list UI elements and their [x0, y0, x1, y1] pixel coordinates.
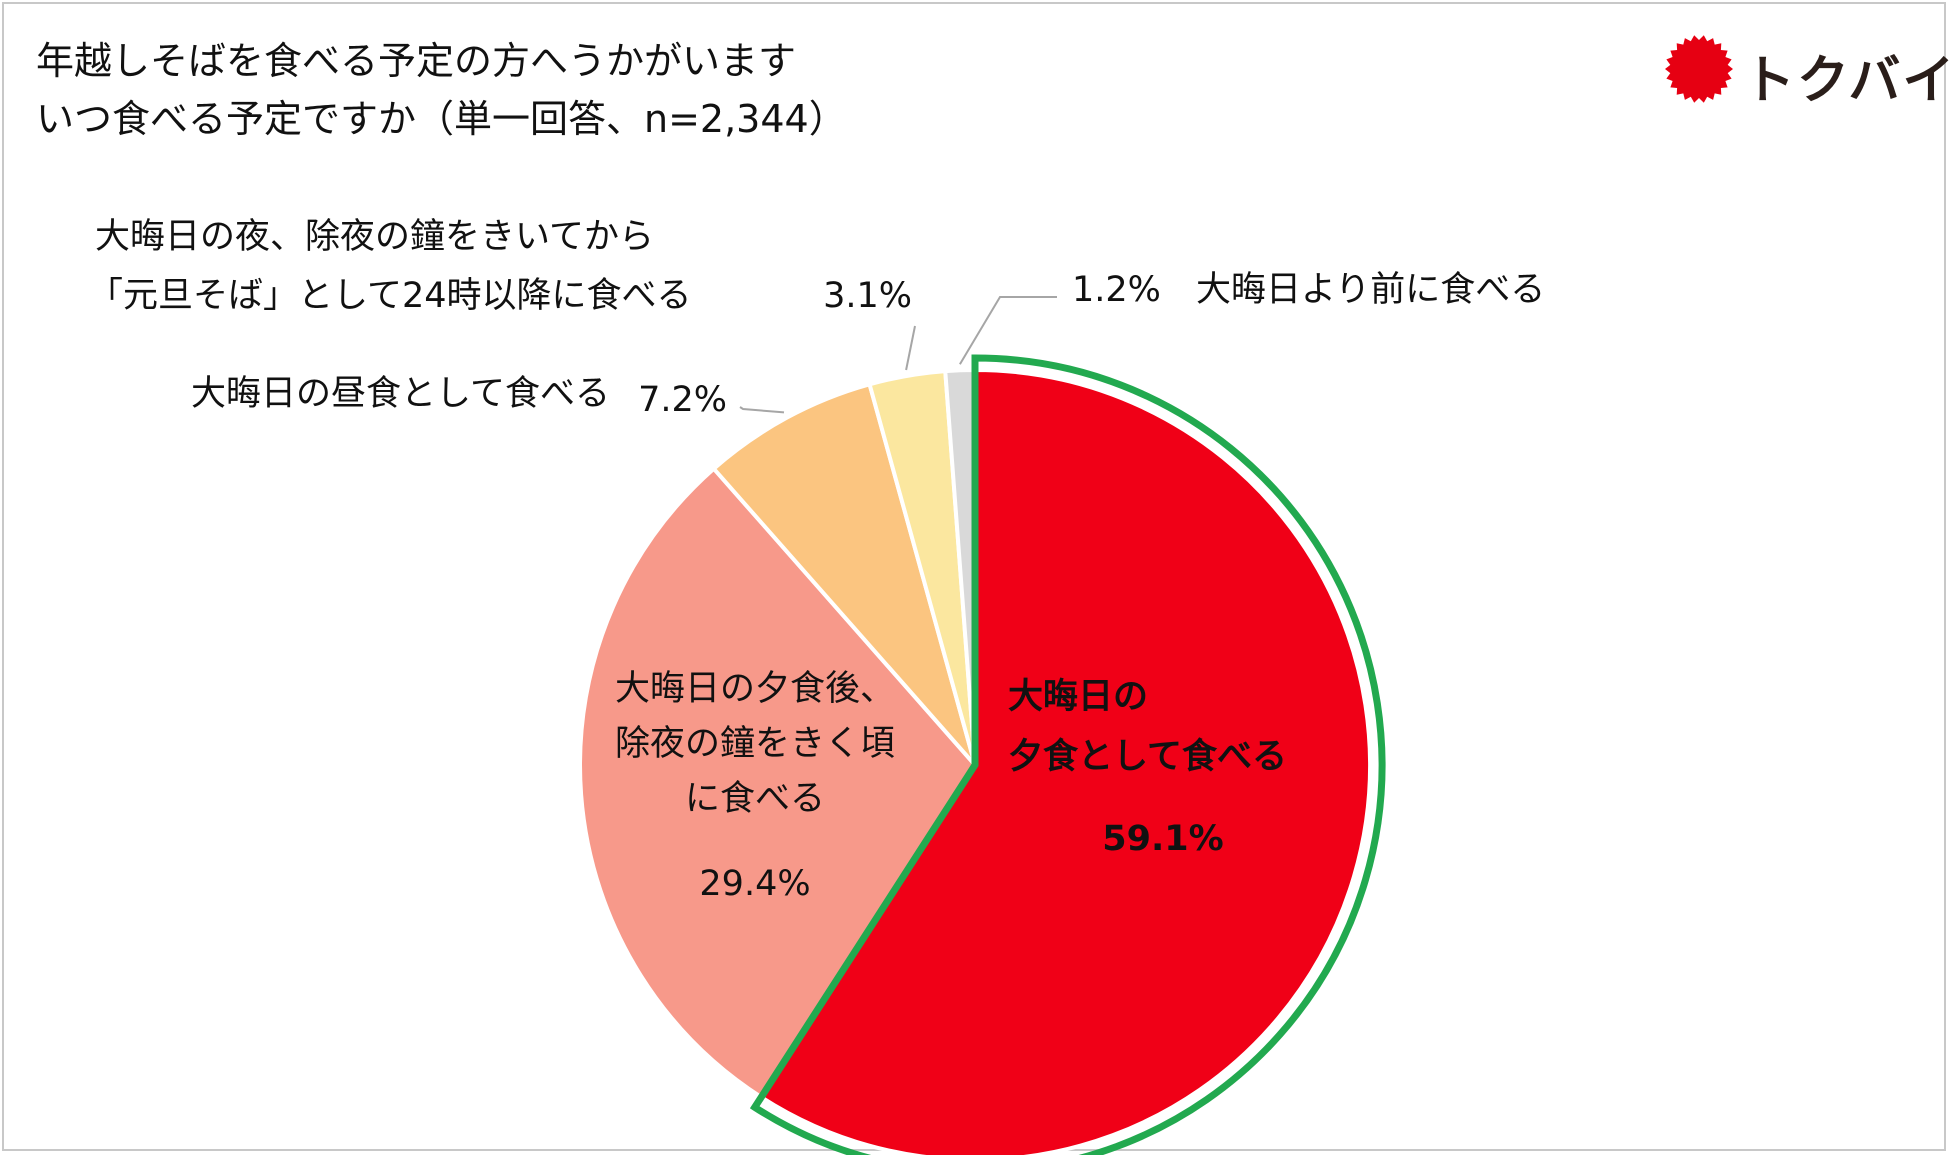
slice-value-label: 3.1% [823, 276, 912, 316]
chart-title: 年越しそばを食べる予定の方へうかがいます いつ食べる予定ですか（単一回答、n=2… [36, 32, 847, 148]
pie-slice-1 [578, 466, 977, 1100]
slice-label-line: 大晦日の夕食後、 [615, 669, 895, 709]
pie-slice-0 [759, 368, 1372, 1155]
slice-label-line: 「元旦そば」として24時以降に食べる [88, 276, 692, 316]
slice-value-label: 29.4% [699, 864, 810, 904]
leader-lines [739, 296, 1057, 414]
title-line-1: 年越しそばを食べる予定の方へうかがいます [36, 39, 797, 83]
leader-line-4 [959, 296, 1057, 365]
red-sun-burst-icon [1665, 35, 1733, 103]
pie-slice-2 [711, 382, 977, 767]
tokubai-logo: トクバイ [1659, 32, 1950, 111]
leader-line-3 [905, 325, 916, 371]
slice-label-line: 大晦日の [1008, 677, 1148, 717]
slice-label-line: 大晦日の夜、除夜の鐘をきいてから [95, 217, 654, 257]
highlight-layer [749, 354, 1386, 1155]
highlight-outline [749, 354, 1386, 1155]
slice-value-label: 59.1% [1102, 819, 1223, 859]
slice-label-line: 夕食として食べる [1008, 736, 1287, 777]
slice-value-label: 1.2% [1072, 270, 1161, 310]
slice-label-line: 大晦日の昼食として食べる [191, 374, 610, 414]
pie-slices [578, 367, 1372, 1155]
title-line-2: いつ食べる予定ですか（単一回答、n=2,344） [36, 97, 847, 141]
leader-line-2 [739, 406, 785, 414]
slice-label-line: 除夜の鐘をきく頃 [615, 724, 895, 764]
slice-value-label: 7.2% [638, 380, 727, 420]
slice-label-line: に食べる [685, 779, 825, 819]
slice-label-line: 大晦日より前に食べる [1196, 270, 1545, 310]
logo-text: トクバイ [1743, 51, 1950, 111]
